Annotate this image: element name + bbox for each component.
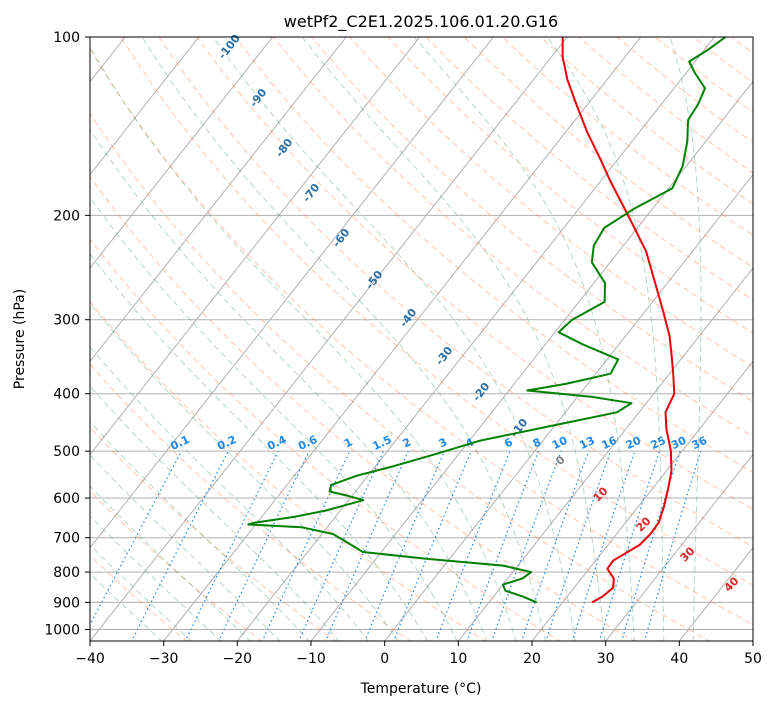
y-tick-label: 100: [53, 30, 80, 46]
isotherm-line: [752, 640, 753, 641]
isotherm-line: [605, 453, 753, 641]
dry-adiabat-line: [770, 37, 775, 642]
dry-adiabat-line: [196, 37, 753, 510]
mixing-ratio-line: [545, 450, 612, 641]
sounding-profiles: [247, 37, 727, 604]
x-tick-label: −40: [75, 651, 105, 667]
moist-adiabat-line: [90, 346, 369, 641]
mixing-ratio-label: 16: [600, 434, 620, 452]
isotherm-line: [90, 37, 568, 641]
mixing-ratio-line: [184, 450, 279, 641]
y-tick-label: 500: [53, 444, 80, 460]
isotherm-line: [90, 37, 494, 549]
isotherm-line: [384, 173, 753, 641]
dewpoint-profile: [247, 37, 727, 604]
moist-adiabat-line: [90, 572, 163, 641]
mixing-ratio-line: [435, 450, 511, 641]
x-axis-label: Temperature (°C): [360, 681, 482, 697]
x-tick-label: 50: [744, 651, 762, 667]
dry-adiabat-line: [158, 37, 753, 548]
mixing-ratio-label: 30: [669, 434, 689, 452]
y-tick-label: 800: [53, 565, 80, 581]
mixing-ratio-label: 10: [550, 434, 570, 452]
x-tick-label: 20: [523, 651, 541, 667]
dry-adiabat-line: [90, 238, 561, 641]
isotherm-line: [163, 37, 642, 641]
dry-adiabat-line: [90, 300, 487, 641]
x-tick-label: −20: [223, 651, 253, 667]
moist-adiabat-line: [546, 37, 665, 641]
dry-adiabat-line: [311, 37, 753, 403]
mixing-ratio-line: [571, 450, 636, 641]
plot-frame: [89, 36, 754, 642]
mixing-ratio-line: [90, 450, 183, 626]
y-tick-label: 1000: [44, 623, 80, 639]
x-tick-label: 10: [449, 651, 467, 667]
dry-adiabat-line: [90, 48, 753, 626]
background-lines: [90, 37, 775, 642]
y-tick-label: 200: [53, 208, 80, 224]
moist-adiabat-line: [90, 485, 251, 641]
isotherm-line: [236, 37, 715, 641]
mixing-ratio-line: [217, 450, 310, 641]
x-tick-label: −10: [296, 651, 326, 667]
y-tick-label: 300: [53, 313, 80, 329]
temperature-profile: [561, 37, 676, 604]
y-tick-label: 900: [53, 595, 80, 611]
dry-adiabat-line: [90, 554, 188, 641]
moist-adiabat-line: [90, 515, 222, 641]
dry-adiabat-line: [234, 37, 753, 474]
mixing-ratio-label: 36: [690, 434, 710, 452]
mixing-ratio-line: [598, 450, 661, 641]
isotherm-line: [310, 80, 753, 641]
dry-adiabat-line: [90, 363, 412, 641]
dry-adiabat-line: [90, 175, 636, 641]
isotherm-line: [90, 37, 200, 176]
dry-adiabat-line: [349, 37, 753, 368]
chart-title: wetPf2_C2E1.2025.106.01.20.G16: [284, 12, 558, 32]
moist-adiabat-line: [301, 37, 606, 641]
y-tick-label: 600: [53, 491, 80, 507]
y-tick-label: 400: [53, 387, 80, 403]
isotherm-line: [90, 37, 273, 269]
moist-adiabat-line: [669, 37, 702, 641]
moist-adiabat-line: [90, 544, 192, 641]
mixing-ratio-label: 13: [577, 434, 596, 452]
moist-adiabat-line: [141, 37, 547, 641]
x-tick-label: −30: [149, 651, 179, 667]
isotherm-line: [531, 360, 753, 641]
axis-ticks: −40 −30 −20 −10 0 10 20 30 40 50 100 200 300 400 500 60…: [44, 30, 762, 667]
isotherm-line: [90, 37, 421, 456]
mixing-ratio-line: [643, 450, 702, 641]
x-tick-label: 30: [597, 651, 615, 667]
moist-adiabat-line: [90, 196, 458, 641]
isotherm-line: [90, 37, 347, 363]
moist-adiabat-line: [90, 421, 310, 641]
x-tick-label: 0: [380, 651, 389, 667]
moist-adiabat-line: [90, 454, 281, 641]
plot-background: [90, 37, 753, 641]
mixing-ratio-line: [466, 450, 540, 641]
moist-adiabat-line: [212, 37, 576, 641]
dry-adiabat-line: [273, 37, 753, 438]
moist-adiabat-line: [413, 37, 635, 641]
isotherm-line: [457, 267, 753, 641]
mixing-ratio-label: 20: [624, 434, 644, 452]
moist-adiabat-line: [90, 302, 399, 641]
moist-adiabat-line: [90, 45, 517, 641]
y-axis-label: Pressure (hPa): [12, 289, 28, 389]
mixing-ratio-label: 25: [648, 434, 667, 452]
moist-adiabat-line: [90, 128, 488, 641]
y-tick-label: 700: [53, 531, 80, 547]
moist-adiabat-line: [90, 253, 428, 641]
dry-adiabat-line: [120, 37, 753, 586]
x-tick-label: 40: [670, 651, 688, 667]
dry-adiabat-line: [90, 112, 710, 641]
mixing-ratio-line: [261, 450, 351, 641]
